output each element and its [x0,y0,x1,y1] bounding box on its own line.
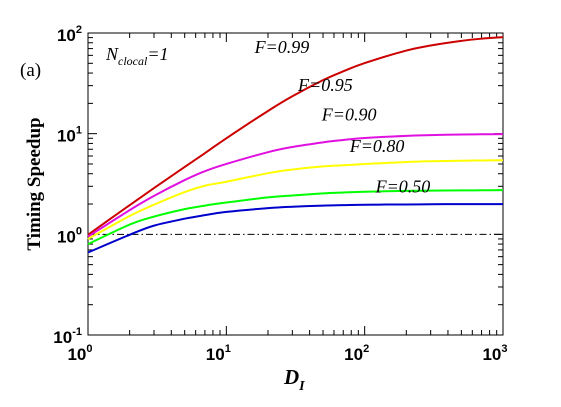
x-tick-label: 103 [482,343,507,364]
y-axis-label: Timing Speedup [24,117,45,250]
series-line-050 [87,203,504,254]
annotation-nclocal: Nclocal=1 [105,44,169,68]
series-label-095: F=0.95 [297,75,353,95]
series-line-080 [87,189,504,245]
x-tick-label: 101 [206,343,231,364]
series-lines [87,36,504,254]
panel-label: (a) [20,60,41,81]
x-axis-label-sub: I [298,379,305,394]
y-tick-label: 10-1 [53,326,82,347]
series-line-099 [87,36,504,236]
y-tick-label: 100 [57,225,82,246]
x-tick-label: 102 [344,343,369,364]
y-tick-label: 101 [57,125,82,146]
plot-area [87,32,504,336]
x-axis-label-main: D [283,365,299,389]
annotation-main: N [105,44,119,64]
series-line-090 [87,159,504,240]
x-tick-label: 100 [67,343,92,364]
annotation-suffix: =1 [147,44,168,64]
series-label-080: F=0.80 [349,136,405,156]
x-axis-label: DI [283,365,305,394]
series-line-095 [87,133,504,238]
annotation-sub: clocal [118,54,148,68]
series-label-090: F=0.90 [321,105,377,125]
series-label-050: F=0.50 [375,177,431,197]
series-label-099: F=0.99 [254,37,310,57]
series-labels: F=0.99 F=0.95 F=0.90 F=0.80 F=0.50 [254,37,431,196]
y-tick-label: 102 [57,24,82,45]
